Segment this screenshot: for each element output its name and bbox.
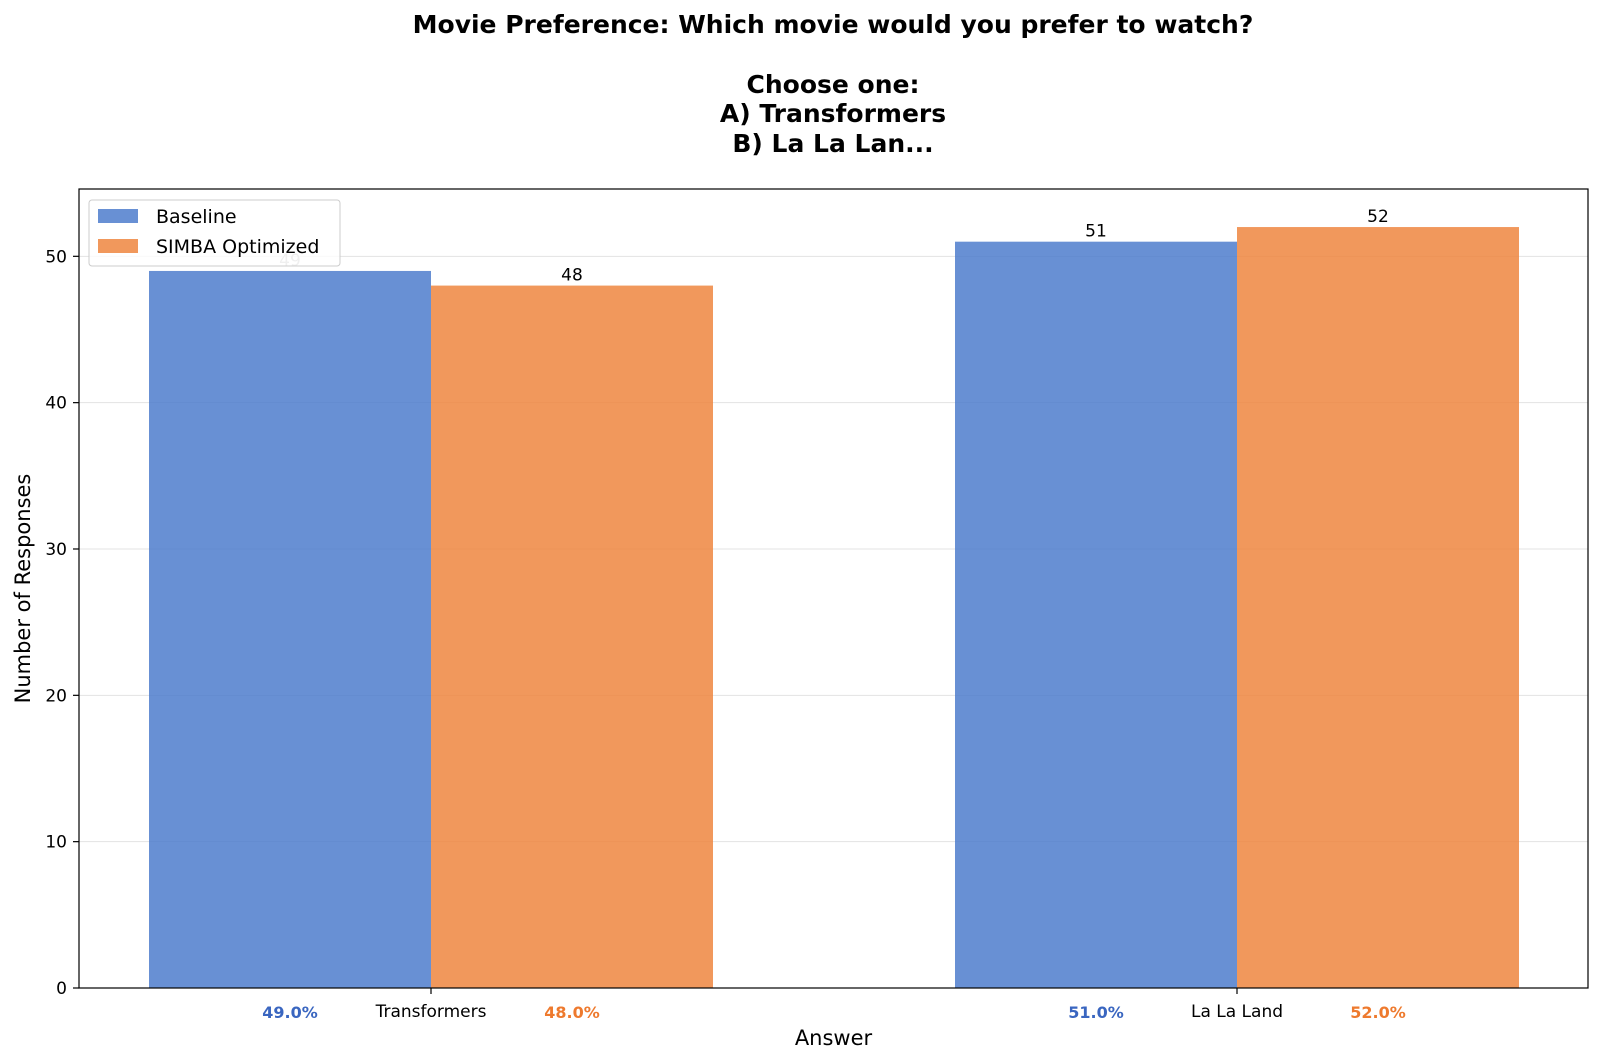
title-line-4: B) La La Lan... (732, 129, 933, 158)
legend-entry-1: SIMBA Optimized (156, 236, 319, 258)
x-axis: Transformers La La Land (375, 988, 1283, 1022)
legend-box (88, 199, 341, 267)
y-axis: 0 10 20 30 40 50 (45, 247, 79, 999)
x-axis-label: Answer (795, 1026, 873, 1050)
bar-percent-label: 49.0% (262, 1003, 318, 1022)
y-tick-label: 40 (45, 394, 67, 414)
bar-simba-0 (431, 285, 713, 989)
x-tick-label: Transformers (375, 1002, 487, 1022)
y-tick-label: 0 (56, 979, 67, 999)
y-tick-label: 10 (45, 833, 67, 853)
bar-percent-label: 52.0% (1350, 1003, 1406, 1022)
bar-baseline-0 (149, 270, 431, 988)
legend-swatch-1 (98, 239, 138, 253)
y-axis-label: Number of Responses (11, 474, 35, 704)
chart-title: Movie Preference: Which movie would you … (413, 10, 1254, 158)
y-tick-label: 20 (45, 686, 67, 706)
title-line-0: Movie Preference: Which movie would you … (413, 10, 1254, 39)
plot-frame (78, 188, 1589, 989)
y-tick-label: 30 (45, 540, 67, 560)
legend-swatch-0 (98, 209, 138, 223)
bar-baseline-1 (955, 241, 1237, 988)
bar-value-label: 48 (561, 266, 583, 286)
x-tick-label: La La Land (1191, 1002, 1283, 1022)
bar-percent-label: 48.0% (544, 1003, 600, 1022)
legend-entry-0: Baseline (156, 206, 237, 228)
y-tick-label: 50 (45, 247, 67, 267)
bar-value-label: 52 (1367, 207, 1389, 227)
bars (149, 227, 1519, 989)
bar-value-label: 51 (1085, 222, 1107, 242)
title-line-2: Choose one: (747, 70, 920, 99)
bar-percent-label: 51.0% (1068, 1003, 1124, 1022)
legend: Baseline SIMBA Optimized (88, 199, 341, 267)
title-line-3: A) Transformers (720, 99, 946, 128)
bar-simba-1 (1237, 227, 1519, 989)
